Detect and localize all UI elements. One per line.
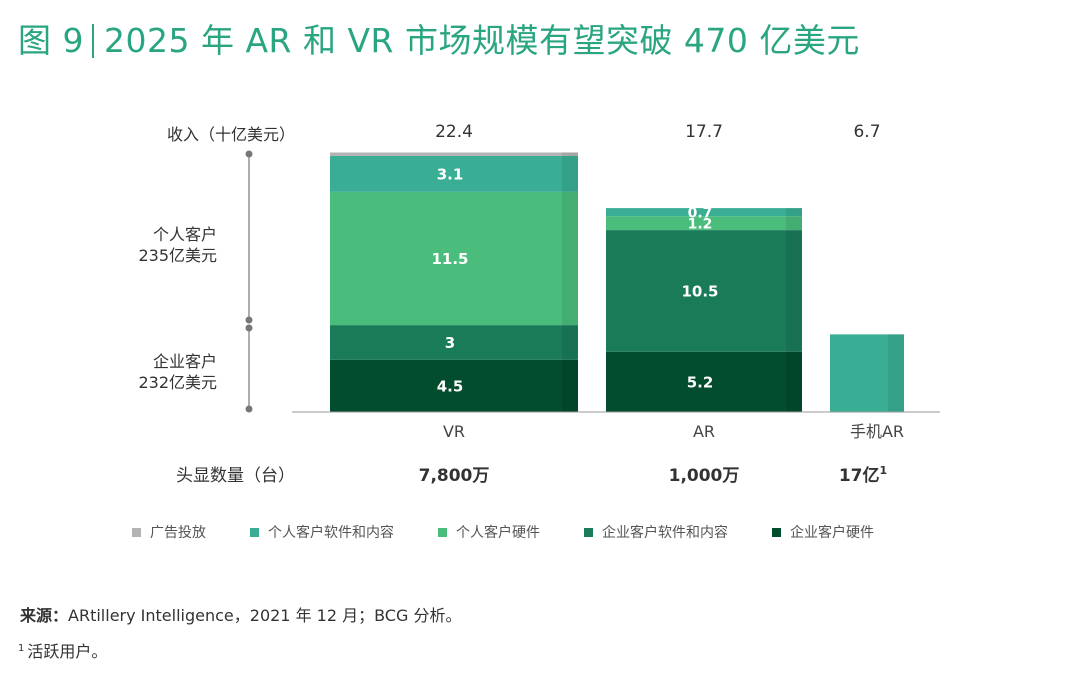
title-separator <box>92 24 94 58</box>
legend-item: 个人客户硬件 <box>438 522 540 542</box>
footnote-mark: 1 <box>18 643 25 654</box>
chart-title: 图 9 2025 年 AR 和 VR 市场规模有望突破 470 亿美元 <box>18 14 860 62</box>
bar-shade <box>786 351 802 412</box>
data-label: 11.5 <box>431 250 468 268</box>
source-label: 来源： <box>20 606 69 625</box>
data-label: 3 <box>445 334 455 352</box>
category-label: 手机AR <box>850 422 904 441</box>
units-value: 7,800万 <box>419 466 490 486</box>
bar-shade <box>888 334 904 412</box>
bar-segment-VR-0 <box>330 152 578 156</box>
total-label: 17.7 <box>685 122 723 142</box>
bar-segment-AR-1 <box>606 208 802 217</box>
legend-swatch <box>132 527 141 537</box>
legend-label: 个人客户硬件 <box>456 525 540 541</box>
legend-swatch <box>250 527 259 537</box>
bar-shade <box>786 216 802 231</box>
data-label: 10.5 <box>681 282 718 300</box>
source-line: 来源：ARtillery Intelligence，2021 年 12 月；BC… <box>20 602 461 626</box>
group-value-enterprise: 232亿美元 <box>138 373 217 392</box>
data-label: 4.5 <box>437 377 464 395</box>
legend-swatch <box>772 527 781 537</box>
group-name-personal: 个人客户 <box>153 225 217 244</box>
bars-layer <box>330 152 904 412</box>
bar-segment-手机AR-1 <box>830 334 904 412</box>
group-bracket <box>245 150 253 413</box>
bracket-dot <box>245 150 253 158</box>
bar-segment-AR-3 <box>606 230 802 352</box>
bar-segment-VR-3 <box>330 325 578 360</box>
stacked-bar-chart: 4.5 3 11.5 3.1 22.4 VR 7,800万 5.2 10.5 1.20.7 17.7… <box>138 122 940 486</box>
bar-shade <box>786 230 802 352</box>
legend-swatch <box>438 527 447 537</box>
bar-segment-VR-4 <box>330 359 578 412</box>
category-label: VR <box>443 422 465 441</box>
bar-segment-AR-2 <box>606 216 802 231</box>
legend: 广告投放 个人客户软件和内容 个人客户硬件 企业客户软件和内容 企业客户硬件 <box>132 522 918 542</box>
total-label: 6.7 <box>853 122 880 142</box>
legend-item: 个人客户软件和内容 <box>250 522 394 542</box>
data-label: 0.7 <box>688 206 713 222</box>
footnote: 1 活跃用户。 <box>18 638 107 662</box>
bracket-dot <box>245 324 253 332</box>
legend-label: 广告投放 <box>150 525 206 541</box>
bar-segment-VR-2 <box>330 191 578 326</box>
legend-item: 企业客户软件和内容 <box>584 522 728 542</box>
total-label: 22.4 <box>435 122 473 142</box>
legend-label: 个人客户软件和内容 <box>268 525 394 541</box>
group-value-personal: 235亿美元 <box>138 246 217 265</box>
legend-swatch <box>584 527 593 537</box>
legend-label: 企业客户硬件 <box>790 525 874 541</box>
units-label: 头显数量（台） <box>176 466 295 486</box>
units-value: 1,000万 <box>669 466 740 486</box>
bar-shade <box>562 155 578 192</box>
bracket-dot <box>245 405 253 413</box>
bar-segment-VR-1 <box>330 155 578 192</box>
bar-shade <box>562 359 578 412</box>
category-label: AR <box>693 422 715 441</box>
title-text: 2025 年 AR 和 VR 市场规模有望突破 470 亿美元 <box>104 21 860 60</box>
legend-item: 广告投放 <box>132 522 206 542</box>
units-value: 17亿1 <box>839 464 887 486</box>
units-footnote-mark: 1 <box>880 464 888 477</box>
revenue-axis-label: 收入（十亿美元） <box>167 125 295 144</box>
footnote-text: 活跃用户。 <box>27 642 108 661</box>
bar-segment-AR-4 <box>606 351 802 412</box>
bar-shade <box>562 325 578 360</box>
data-label: 5.2 <box>687 373 714 391</box>
bar-shade <box>562 191 578 326</box>
figure-number: 图 9 <box>18 21 84 60</box>
group-name-enterprise: 企业客户 <box>153 352 217 371</box>
bracket-dot <box>245 316 253 324</box>
legend-label: 企业客户软件和内容 <box>602 525 728 541</box>
bar-shade <box>562 152 578 156</box>
data-label: 3.1 <box>437 165 464 183</box>
source-text: ARtillery Intelligence，2021 年 12 月；BCG 分… <box>68 606 462 625</box>
data-label: 1.2 <box>688 217 713 233</box>
labels-layer: 4.5 3 11.5 3.1 22.4 VR 7,800万 5.2 10.5 1.20.7 17.7… <box>419 122 904 486</box>
bar-shade <box>786 208 802 217</box>
legend-item: 企业客户硬件 <box>772 522 874 542</box>
